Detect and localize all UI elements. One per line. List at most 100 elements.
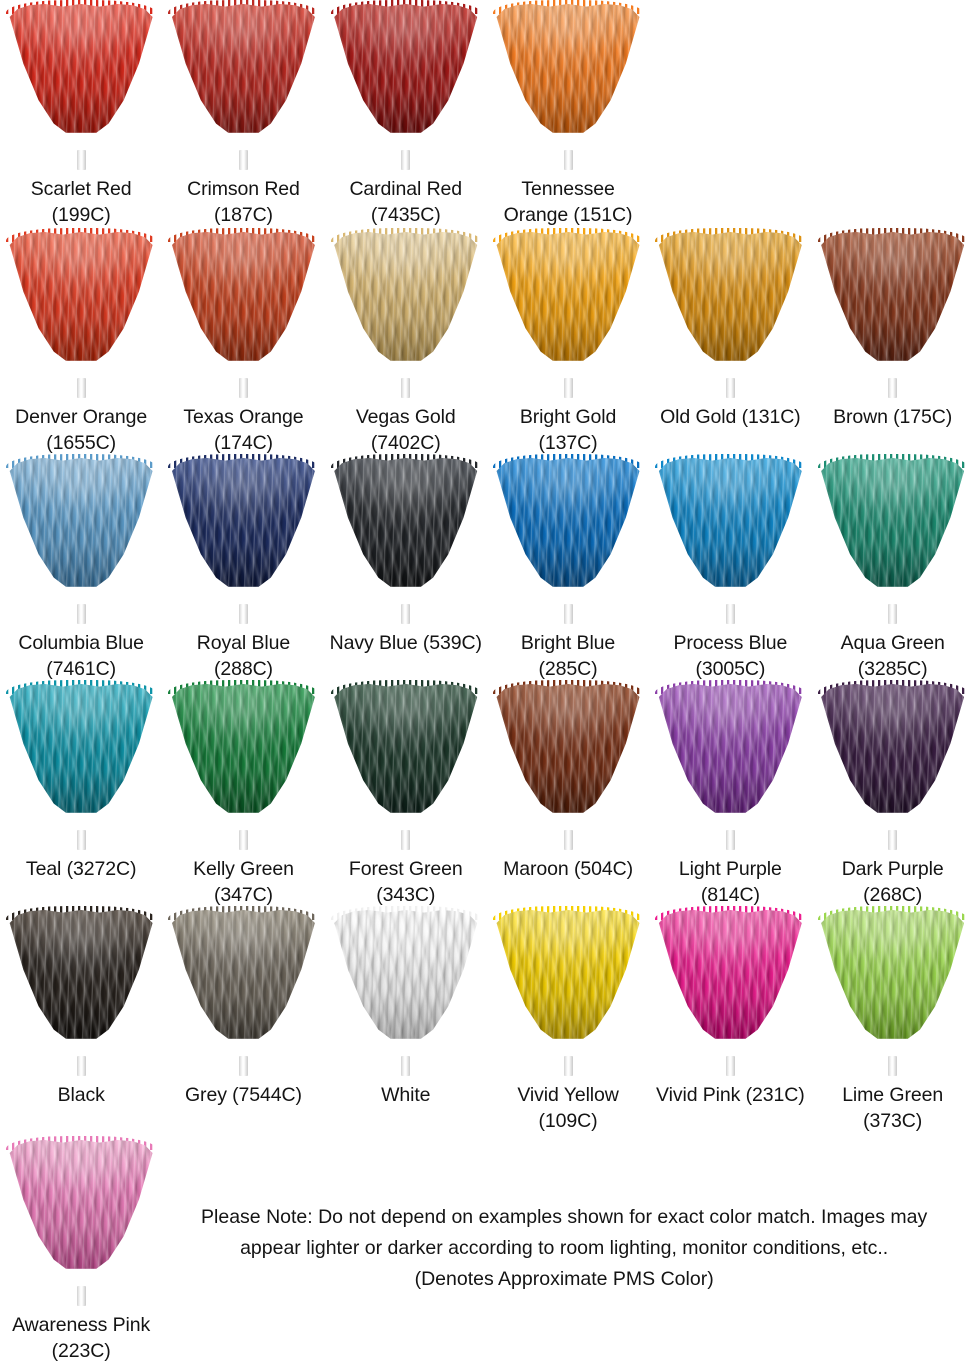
disclaimer-note-line3: (Denotes Approximate PMS Color) [414,1268,714,1290]
color-pms-line2: (187C) [213,204,273,226]
color-swatch-cell[interactable]: Process Blue (3005C) [646,454,814,682]
pom-pom-image [1,906,161,1058]
color-swatch-cell[interactable]: Forest Green (343C) [322,680,490,908]
pom-pom-body [658,458,802,587]
pom-pom-shading [658,232,802,361]
color-swatch-cell[interactable]: Navy Blue (539C) [322,454,490,656]
color-name-label: Forest Green (343C) [322,856,490,908]
color-swatch-cell[interactable]: Maroon (504C) [484,680,652,882]
pom-pom-body [171,684,315,813]
color-name-line1: Awareness Pink [12,1314,151,1336]
pom-pom-image [650,454,810,606]
color-name-line1: Denver Orange [15,406,148,428]
color-swatch-cell[interactable]: Old Gold (131C) [646,228,814,430]
color-name-line1: Brown (175C) [833,406,953,428]
color-row: Awareness Pink (223C) Please Note: Do not … [0,1136,974,1364]
color-name-label: Navy Blue (539C) [322,630,490,656]
color-swatch-cell[interactable]: Brown (175C) [811,228,973,430]
pom-pom-body [9,1140,153,1269]
color-swatch-cell[interactable]: Dark Purple (268C) [811,680,973,908]
pom-pom-shading [9,910,153,1039]
pom-pom-body [658,684,802,813]
color-name-label: Bright Blue (285C) [484,630,652,682]
pom-pom-shading [496,232,640,361]
pom-pom-body [171,458,315,587]
color-name-label: Vivid Pink (231C) [646,1082,814,1108]
color-swatch-cell[interactable]: Grey (7544C) [162,906,324,1108]
color-name-line1: Crimson Red [187,178,300,200]
color-name-label: Maroon (504C) [484,856,652,882]
color-swatch-cell[interactable]: Columbia Blue (7461C) [0,454,162,682]
pom-pom-image [326,906,486,1058]
pom-pom-shading [821,232,965,361]
color-pms-line2: (137C) [538,432,598,454]
color-name-label: Crimson Red (187C) [159,176,327,228]
pom-pom-handle [563,830,573,850]
color-name-line1: Royal Blue [196,632,291,654]
pom-pom-image [650,680,810,832]
color-swatch-cell[interactable]: Bright Blue (285C) [484,454,652,682]
color-swatch-cell[interactable]: Royal Blue (288C) [162,454,324,682]
color-swatch-cell[interactable]: Texas Orange (174C) [162,228,324,456]
color-swatch-cell[interactable]: White [325,906,487,1108]
color-swatch-cell[interactable]: Tennessee Orange (151C) [487,0,649,228]
color-row: Black Grey (7544C) White Vivid Yellow (109C)… [0,906,974,1134]
pom-pom-handle [401,378,411,398]
disclaimer-note-line1: Please Note: Do not depend on examples s… [201,1206,928,1228]
color-name-label: Black [0,1082,165,1108]
pom-pom-image [1,680,161,832]
color-pms-line2: (268C) [863,884,923,906]
color-name-label: Old Gold (131C) [646,404,814,430]
color-swatch-cell[interactable]: Aqua Green (3285C) [811,454,973,682]
pom-pom-body [334,232,478,361]
color-name-label: Process Blue (3005C) [646,630,814,682]
color-name-label: Scarlet Red (199C) [0,176,165,228]
color-swatch-cell[interactable]: Teal (3272C) [0,680,162,882]
color-swatch-cell[interactable]: Black [0,906,165,1108]
pom-pom-shading [334,684,478,813]
color-swatch-cell[interactable]: Vivid Pink (231C) [646,906,814,1108]
color-swatch-cell[interactable]: Vegas Gold (7402C) [325,228,487,456]
color-swatch-cell[interactable]: Kelly Green (347C) [162,680,324,908]
pom-pom-body [658,910,802,1039]
pom-pom-handle [401,150,411,170]
color-pms-line2: (7435C) [370,204,441,226]
color-swatch-cell[interactable]: Lime Green (373C) [811,906,973,1134]
pom-pom-image [163,0,323,152]
color-name-line1: Vivid Pink (231C) [656,1084,805,1106]
pom-pom-body [9,684,153,813]
pom-pom-body [171,232,315,361]
pom-pom-body [334,4,478,133]
pom-pom-image [488,906,648,1058]
color-swatch-cell[interactable]: Crimson Red (187C) [159,0,327,228]
color-name-line1: Process Blue [673,632,788,654]
color-pms-line2: (174C) [213,432,273,454]
pom-pom-shading [9,458,153,587]
color-name-line1: Texas Orange [183,406,304,428]
pom-pom-shading [9,684,153,813]
pom-pom-image [326,680,486,832]
color-pms-line2: (3005C) [695,658,766,680]
pom-pom-shading [496,684,640,813]
color-swatch-cell[interactable]: Denver Orange (1655C) [0,228,162,456]
color-name-label: Awareness Pink (223C) [0,1312,165,1364]
color-swatch-cell[interactable]: Light Purple (814C) [649,680,811,908]
pom-pom-image [813,454,973,606]
pom-pom-image [488,454,648,606]
color-swatch-cell[interactable]: Scarlet Red (199C) [0,0,165,228]
color-swatch-cell[interactable]: Vivid Yellow (109C) [487,906,649,1134]
color-name-line1: White [381,1084,431,1106]
pom-pom-image [1,1136,161,1288]
pom-pom-handle [238,150,248,170]
pom-pom-image [326,228,486,380]
pom-pom-body [171,910,315,1039]
pom-pom-handle [888,830,898,850]
pom-pom-handle [888,1056,898,1076]
pom-pom-handle [401,830,411,850]
color-swatch-cell[interactable]: Cardinal Red (7435C) [325,0,487,228]
color-name-line1: Aqua Green [840,632,945,654]
pom-pom-handle [76,1286,86,1306]
color-swatch-cell[interactable]: Bright Gold (137C) [487,228,649,456]
color-swatch-cell[interactable]: Awareness Pink (223C) [0,1136,165,1364]
color-pms-line2: (288C) [213,658,273,680]
